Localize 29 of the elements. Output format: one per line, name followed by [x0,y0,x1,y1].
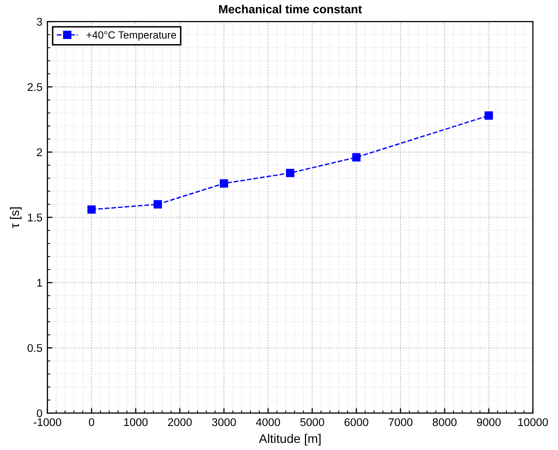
x-tick-label: 4000 [256,418,280,426]
point [87,205,96,214]
chart-title: Mechanical time constant [219,4,362,14]
y-tick-label: 1.5 [28,214,42,222]
y-tick-label: 2.5 [28,83,42,91]
legend-label: +40°C Temperature [86,31,176,41]
y-tick-label: 2 [36,148,42,156]
point [352,153,361,162]
x-tick-label: 10000 [518,418,548,426]
x-tick-label: 0 [88,418,94,426]
x-tick-label: 9000 [476,418,501,426]
y-axis-title: τ [s] [10,207,22,228]
x-tick-label: 8000 [432,418,457,426]
x-tick-label: 1000 [124,418,148,426]
x-tick-label: 6000 [344,418,368,426]
x-tick-label: 3000 [212,418,236,426]
y-tick-label: 3 [36,18,42,26]
x-tick-label: 7000 [388,418,412,426]
y-tick-label: 0 [36,409,42,418]
y-tick-label: 0.5 [28,344,42,352]
point [220,179,228,188]
y-tick-label: 1 [37,278,42,287]
point [484,111,493,120]
x-axis-title: Altitude [m] [258,434,321,446]
point [154,200,162,208]
point [286,168,294,178]
x-tick-label: -1000 [34,418,62,426]
x-tick-label: 5000 [300,418,324,426]
x-tick-label: 2000 [168,418,192,426]
